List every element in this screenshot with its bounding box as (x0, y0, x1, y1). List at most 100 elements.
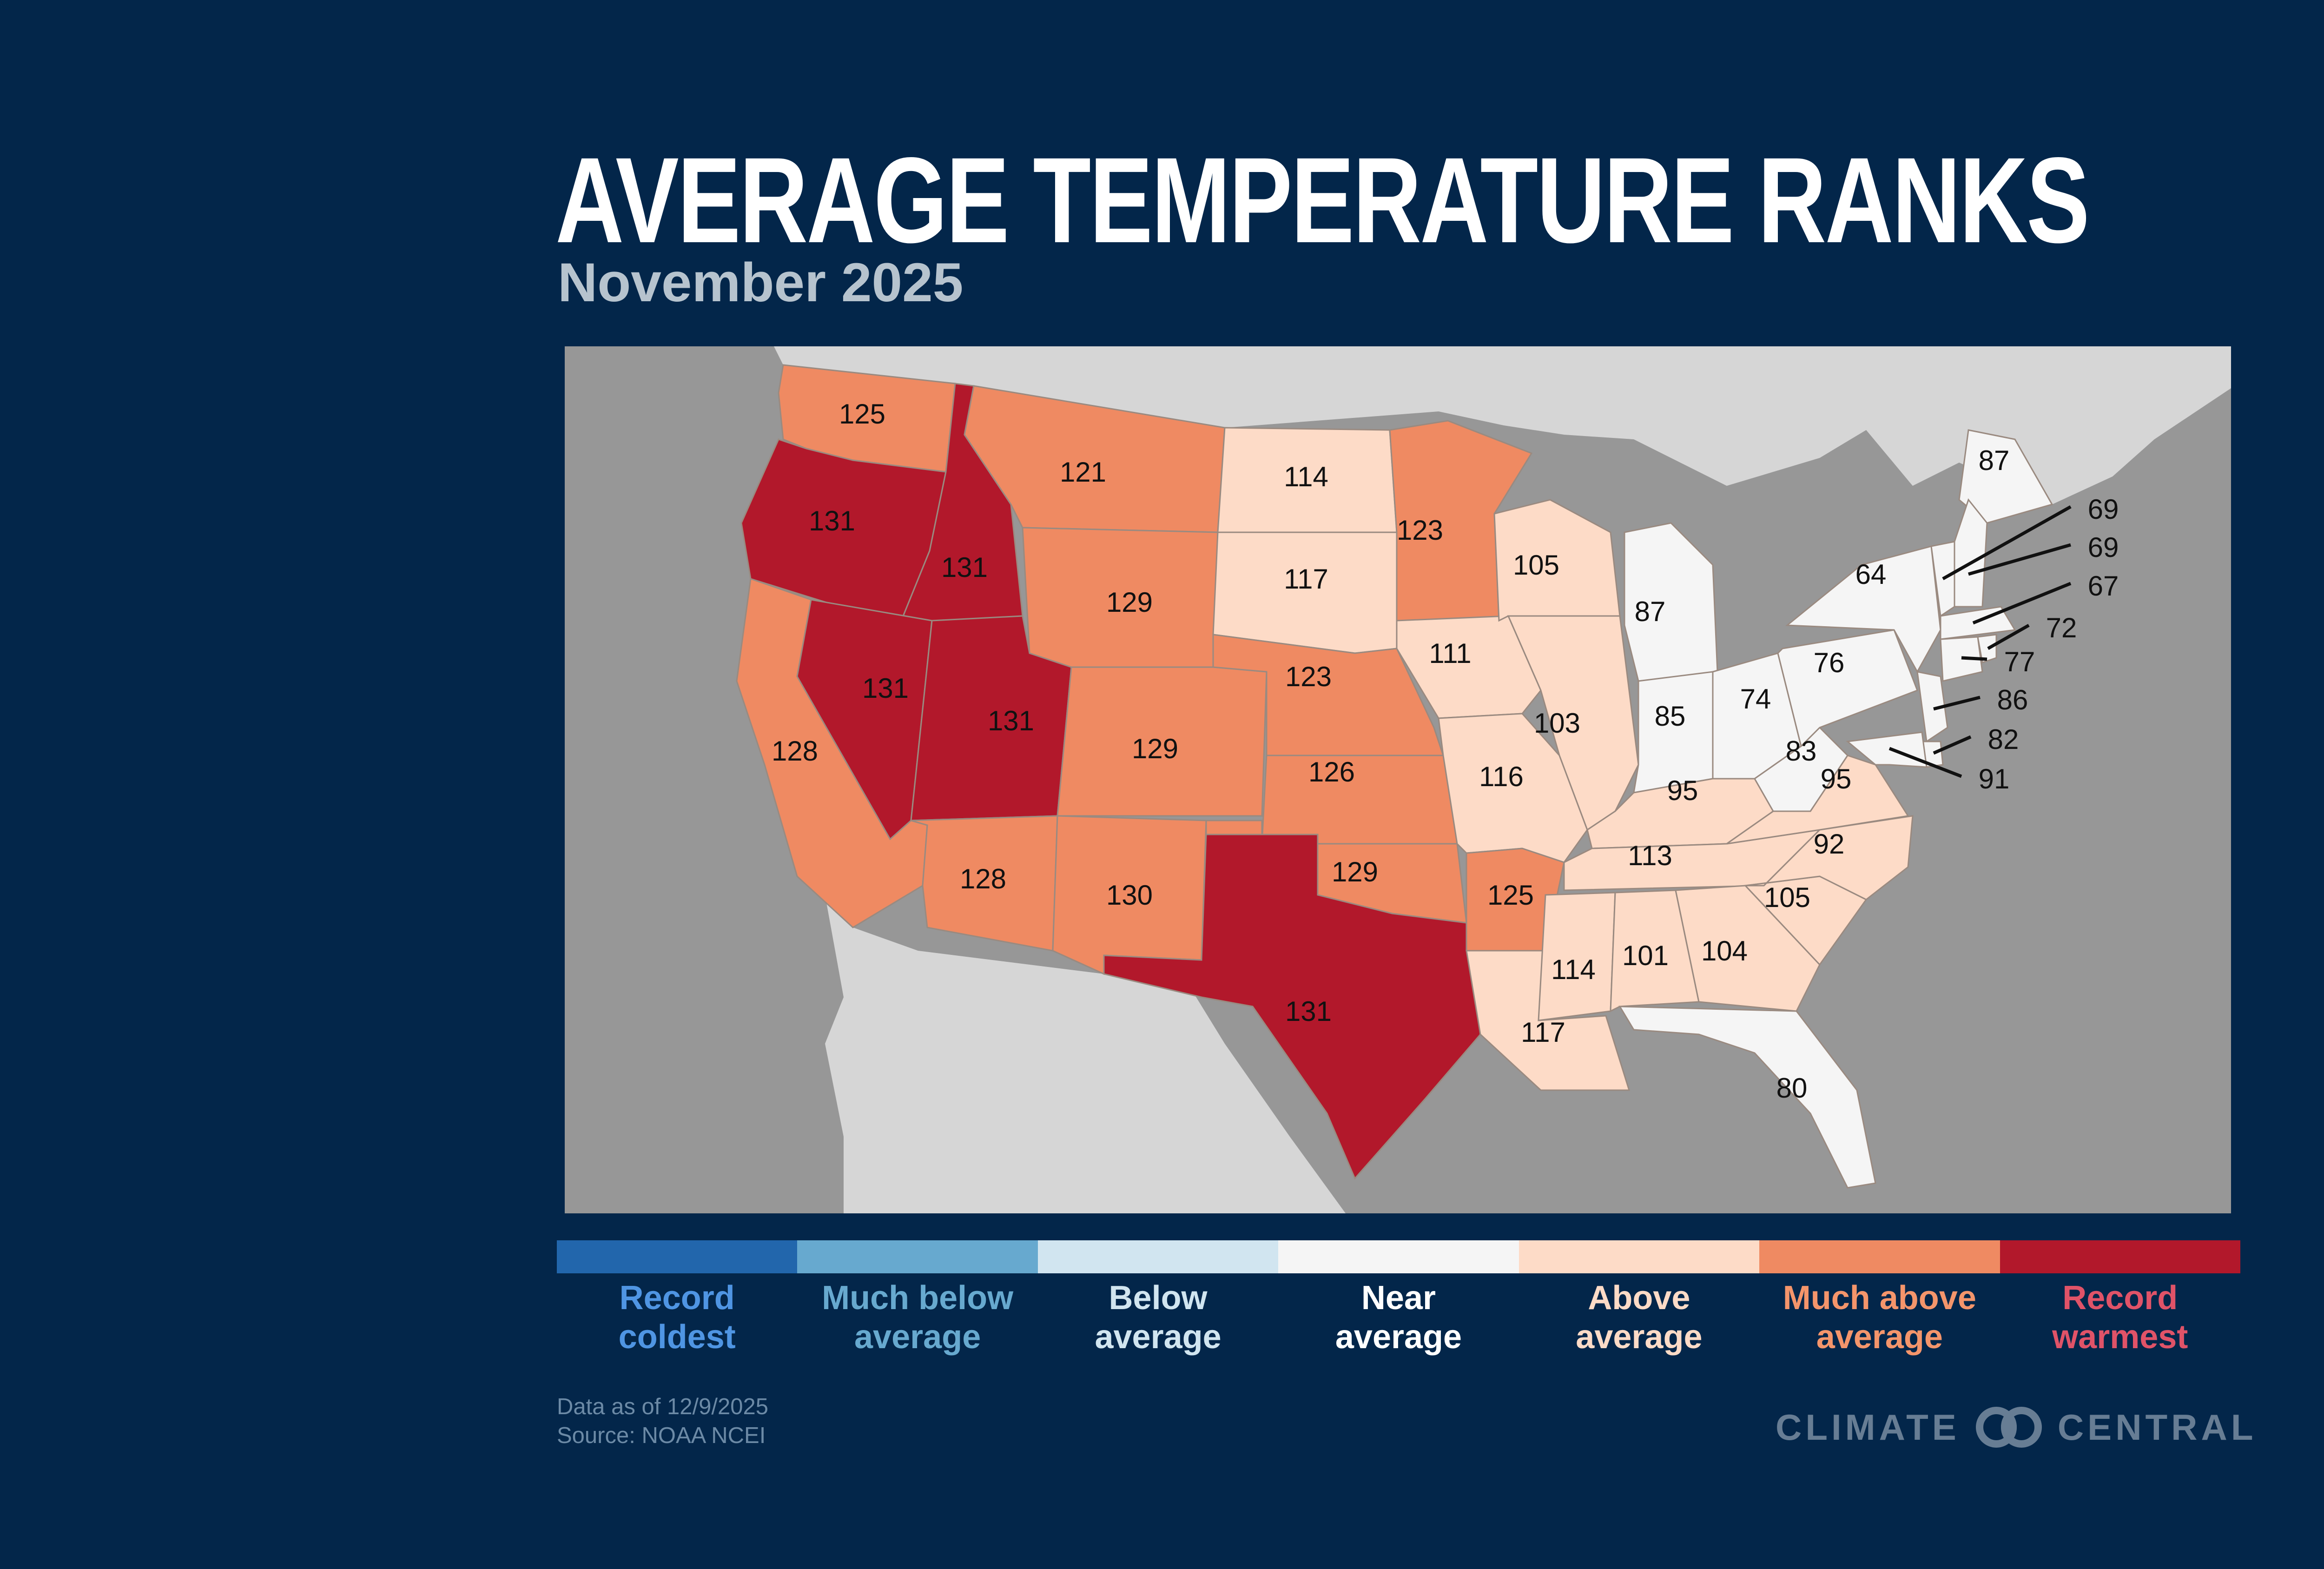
rank-label-wa: 125 (839, 398, 885, 430)
state-fl (1618, 1006, 1876, 1189)
legend-swatch-below (1037, 1240, 1279, 1273)
rank-label-nj: 86 (1997, 684, 2028, 715)
legend-label-line: warmest (2052, 1318, 2188, 1356)
rank-label-mo: 116 (1479, 761, 1524, 792)
leader-line-md (1888, 747, 1962, 778)
rank-label-al: 101 (1622, 940, 1669, 971)
legend-label-near: Near average (1278, 1278, 1519, 1357)
rank-label-mn: 123 (1397, 515, 1443, 546)
rank-label-or: 131 (809, 505, 855, 536)
legend-label-much-above: Much above average (1759, 1278, 2000, 1357)
rank-label-sd: 117 (1284, 563, 1328, 595)
legend-label-line: Above (1588, 1279, 1690, 1317)
rank-label-ri: 72 (2046, 612, 2077, 643)
rank-label-nv: 131 (862, 673, 909, 704)
rank-label-md: 91 (1979, 763, 2010, 794)
rank-label-tx: 131 (1285, 996, 1332, 1027)
state-ri (1977, 634, 1997, 663)
brand-rings-icon (1975, 1407, 2042, 1448)
rank-label-nm: 130 (1106, 880, 1153, 911)
state-me (1958, 429, 2053, 524)
leader-line-nh (1968, 543, 2071, 576)
legend-label-line: average (1335, 1318, 1462, 1356)
legend-labels: Record coldest Much below average Below avera… (557, 1278, 2240, 1357)
rank-label-nc: 92 (1814, 828, 1845, 860)
rank-label-ut: 131 (988, 705, 1034, 736)
rank-label-az: 128 (960, 863, 1006, 894)
rank-label-co: 129 (1132, 733, 1178, 764)
legend-label-record-coldest: Record coldest (557, 1278, 797, 1357)
footer-note: Data as of 12/9/2025 Source: NOAA NCEI (557, 1392, 768, 1450)
legend-label-line: Record (619, 1279, 735, 1317)
legend-label-record-warmest: Record warmest (2000, 1278, 2240, 1357)
rank-label-ms: 114 (1551, 954, 1596, 985)
state-nh (1954, 498, 1988, 608)
rank-label-id: 131 (941, 552, 988, 583)
page-title: AVERAGE TEMPERATURE RANKS (555, 132, 2090, 268)
state-tx (1103, 834, 1481, 1180)
rank-label-nh: 69 (2088, 532, 2119, 563)
canada-landmass (774, 346, 2231, 504)
leader-line-nj (1933, 695, 1981, 711)
rank-label-ma: 67 (2088, 570, 2119, 602)
page-subtitle: November 2025 (558, 252, 964, 313)
rank-label-vt: 69 (2088, 494, 2119, 525)
rank-label-ky: 95 (1667, 775, 1698, 806)
rank-label-fl: 80 (1776, 1072, 1808, 1104)
state-md (1846, 731, 1928, 768)
rank-label-wi: 105 (1513, 549, 1559, 581)
rank-label-wy: 129 (1106, 587, 1153, 618)
labels-layer: 125 131 128 131 131 131 128 121 129 129 130 114 117 1… (772, 398, 2119, 1104)
rank-label-ok: 129 (1332, 856, 1378, 887)
rank-label-nd: 114 (1284, 461, 1328, 492)
legend-label-much-below: Much below average (797, 1278, 1037, 1357)
legend-label-line: average (854, 1318, 981, 1356)
data-date: Data as of 12/9/2025 (557, 1394, 768, 1419)
state-nj (1916, 671, 1948, 743)
rank-label-ne: 123 (1285, 661, 1332, 692)
leader-line-ma (1972, 582, 2072, 625)
data-source: Source: NOAA NCEI (557, 1423, 766, 1448)
legend-label-line: Record (2062, 1279, 2178, 1317)
legend-swatch-much-above (1759, 1240, 2000, 1273)
climate-central-logo: CLIMATE CENTRAL (1776, 1406, 2257, 1448)
rank-label-sc: 105 (1764, 882, 1810, 913)
map-canvas: 125 131 128 131 131 131 128 121 129 129 130 114 117 1… (565, 346, 2231, 1213)
rank-label-ia: 111 (1429, 638, 1471, 669)
state-ks (1261, 755, 1458, 845)
rank-label-ca: 128 (772, 735, 818, 767)
legend-swatch-record-warmest (2000, 1240, 2240, 1273)
rank-label-ks: 126 (1308, 756, 1355, 788)
rank-label-ga: 104 (1701, 935, 1748, 967)
legend-swatch-above (1519, 1240, 1760, 1273)
legend-label-line: Much above (1783, 1279, 1976, 1317)
state-ga (1675, 885, 1821, 1012)
state-nv (796, 599, 933, 841)
rank-label-oh: 74 (1740, 683, 1771, 715)
legend-swatch-much-below (797, 1240, 1038, 1273)
rank-label-me: 87 (1979, 445, 2010, 476)
rank-label-va: 95 (1821, 763, 1852, 794)
rank-label-tn: 113 (1628, 840, 1672, 871)
rank-label-la: 117 (1521, 1017, 1565, 1048)
leader-line-de (1933, 735, 1972, 755)
states-layer (736, 364, 2053, 1189)
legend-color-bar (557, 1240, 2240, 1273)
rank-label-ct: 77 (2004, 646, 2035, 677)
rank-label-wv: 83 (1786, 735, 1817, 767)
rank-label-ny: 64 (1855, 559, 1887, 590)
leader-line-vt (1942, 505, 2072, 581)
legend-swatch-record-coldest (557, 1240, 798, 1273)
legend-label-line: average (1816, 1318, 1943, 1356)
legend-label-line: average (1576, 1318, 1703, 1356)
leader-line-ri (1987, 623, 2030, 650)
legend-label-below: Below average (1038, 1278, 1278, 1357)
legend-label-line: Below (1109, 1279, 1208, 1317)
rank-label-mt: 121 (1060, 457, 1106, 488)
legend-label-line: Near (1361, 1279, 1436, 1317)
legend-label-above: Above average (1519, 1278, 1759, 1357)
brand-word-left: CLIMATE (1776, 1406, 1960, 1448)
legend-label-line: coldest (618, 1318, 736, 1356)
rank-label-pa: 76 (1814, 647, 1845, 678)
legend-label-line: Much below (822, 1279, 1014, 1317)
